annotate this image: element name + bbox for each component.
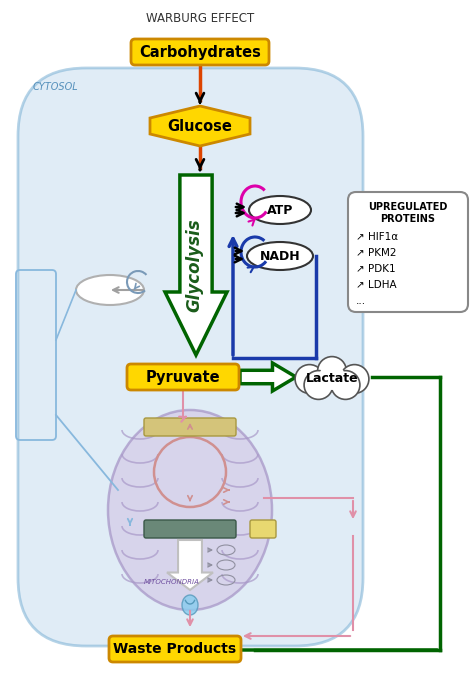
Text: ↗ LDHA: ↗ LDHA	[356, 280, 397, 290]
FancyBboxPatch shape	[127, 364, 239, 390]
Ellipse shape	[76, 275, 144, 305]
FancyBboxPatch shape	[144, 520, 236, 538]
Circle shape	[304, 371, 333, 399]
Text: Waste Products: Waste Products	[113, 642, 237, 656]
FancyBboxPatch shape	[109, 636, 241, 662]
Ellipse shape	[182, 595, 198, 615]
Ellipse shape	[247, 242, 313, 270]
Text: ↗ HIF1α: ↗ HIF1α	[356, 232, 398, 242]
Circle shape	[318, 357, 346, 386]
Text: ATP: ATP	[267, 203, 293, 216]
Text: Pyruvate: Pyruvate	[146, 369, 220, 384]
Text: Carbohydrates: Carbohydrates	[139, 45, 261, 60]
Polygon shape	[240, 363, 296, 391]
Text: WARBURG EFFECT: WARBURG EFFECT	[146, 12, 254, 25]
Text: Glycolysis: Glycolysis	[185, 219, 203, 312]
FancyBboxPatch shape	[250, 520, 276, 538]
FancyBboxPatch shape	[348, 192, 468, 312]
Text: Lactate: Lactate	[306, 371, 358, 384]
FancyBboxPatch shape	[18, 68, 363, 646]
FancyBboxPatch shape	[144, 418, 236, 436]
Text: UPREGULATED: UPREGULATED	[368, 202, 447, 212]
Circle shape	[319, 364, 345, 390]
Ellipse shape	[108, 410, 272, 610]
FancyBboxPatch shape	[131, 39, 269, 65]
Text: ...: ...	[356, 296, 366, 306]
Text: NADH: NADH	[260, 249, 301, 262]
Text: Glucose: Glucose	[168, 119, 232, 134]
Polygon shape	[165, 175, 227, 355]
Text: MITOCHONDRIA: MITOCHONDRIA	[144, 579, 200, 585]
Text: PROTEINS: PROTEINS	[381, 214, 436, 224]
Ellipse shape	[249, 196, 311, 224]
Text: ↗ PKM2: ↗ PKM2	[356, 248, 396, 258]
Polygon shape	[150, 106, 250, 146]
Circle shape	[295, 364, 324, 393]
Text: CYTOSOL: CYTOSOL	[33, 82, 79, 92]
Text: ↗ PDK1: ↗ PDK1	[356, 264, 396, 274]
Circle shape	[331, 371, 360, 399]
Circle shape	[340, 364, 369, 393]
Polygon shape	[167, 540, 213, 590]
